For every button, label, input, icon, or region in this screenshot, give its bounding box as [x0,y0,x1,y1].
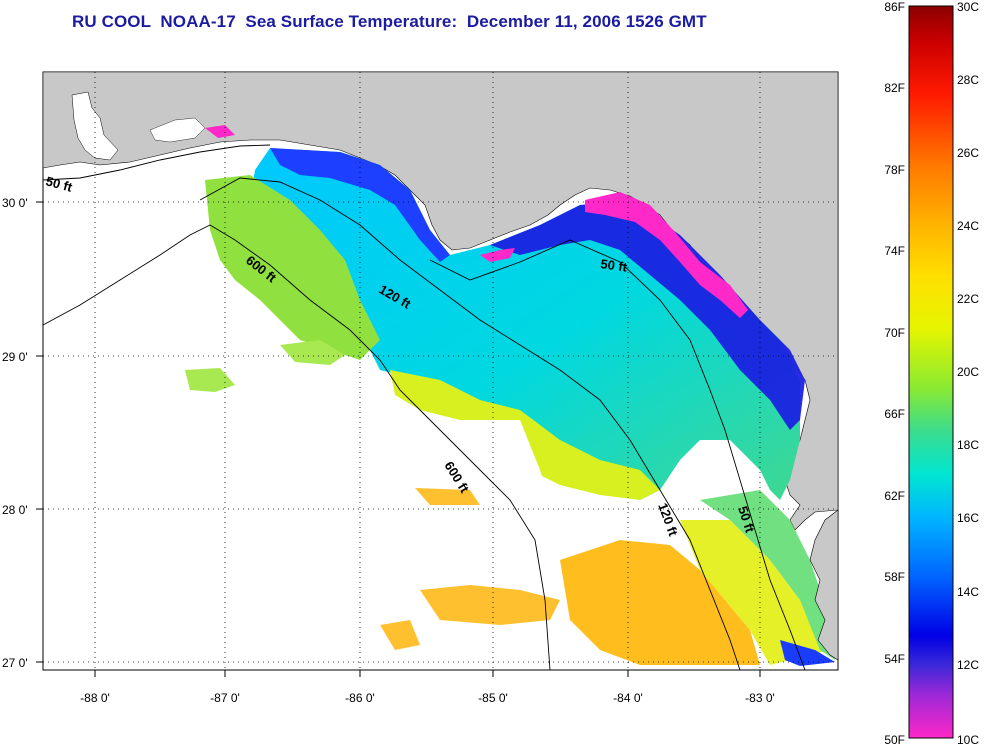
sst-scatter-green [185,340,345,392]
cb-c-30: 30C [957,0,979,14]
lat-label-30: 30 0' [2,196,28,210]
sst-green-west [205,175,380,360]
sst-magenta-coast [585,192,748,318]
isobath-50ft-west [43,144,271,181]
cb-c-20: 20C [957,365,979,379]
cb-c-22: 22C [957,292,979,306]
cb-f-74: 74F [884,244,905,258]
cb-f-70: 70F [884,326,905,340]
colorbar-f-labels: 86F 82F 78F 74F 70F 66F 62F 58F 54F 50F [884,0,905,747]
sst-magenta-bay [480,248,515,262]
sst-coastal-blue-se [780,640,835,666]
cb-c-28: 28C [957,73,979,87]
cb-f-50: 50F [884,733,905,747]
cb-f-54: 54F [884,652,905,666]
cb-c-24: 24C [957,219,979,233]
cb-f-86: 86F [884,0,905,14]
map-title: RU COOL NOAA-17 Sea Surface Temperature:… [72,12,707,31]
lon-label-86: -86 0' [345,691,375,705]
cb-f-62: 62F [884,489,905,503]
lat-label-29: 29 0' [2,350,28,364]
isobath-120ft [199,177,741,670]
axis-ticks [36,201,761,677]
sst-white-gap [430,420,550,500]
lon-label-84: -84 0' [613,691,643,705]
lon-label-87: -87 0' [210,691,240,705]
lat-label-28: 28 0' [2,503,28,517]
lon-label-83: -83 0' [745,691,775,705]
mobile-bay [71,91,119,161]
cb-f-78: 78F [884,163,905,177]
cb-c-14: 14C [957,585,979,599]
sst-yellow-southeast [680,520,830,665]
cb-c-16: 16C [957,511,979,525]
lon-label-88: -88 0' [80,691,110,705]
sst-orange-patches [380,488,560,650]
sst-cold-shelf [270,148,450,262]
sst-orange-south [560,540,760,665]
cb-c-10: 10C [957,733,979,747]
colorbar [908,5,954,739]
sst-magenta-mobile [205,125,235,138]
cb-c-26: 26C [957,146,979,160]
cb-c-12: 12C [957,658,979,672]
isobath-600ft [43,224,551,670]
cb-f-66: 66F [884,407,905,421]
cb-c-18: 18C [957,438,979,452]
cb-f-82: 82F [884,81,905,95]
west-bays [149,117,206,143]
contour-label-50ft-west: 50 ft [44,173,74,195]
cb-f-58: 58F [884,570,905,584]
lon-label-85: -85 0' [478,691,508,705]
contour-label-50ft-east: 50 ft [600,256,629,275]
lat-label-27: 27 0' [2,656,28,670]
isobath-50ft-east [429,239,806,670]
land-florida-peninsula [809,509,838,661]
colorbar-c-labels: 30C 28C 26C 24C 22C 20C 18C 16C 14C 12C … [957,0,979,747]
